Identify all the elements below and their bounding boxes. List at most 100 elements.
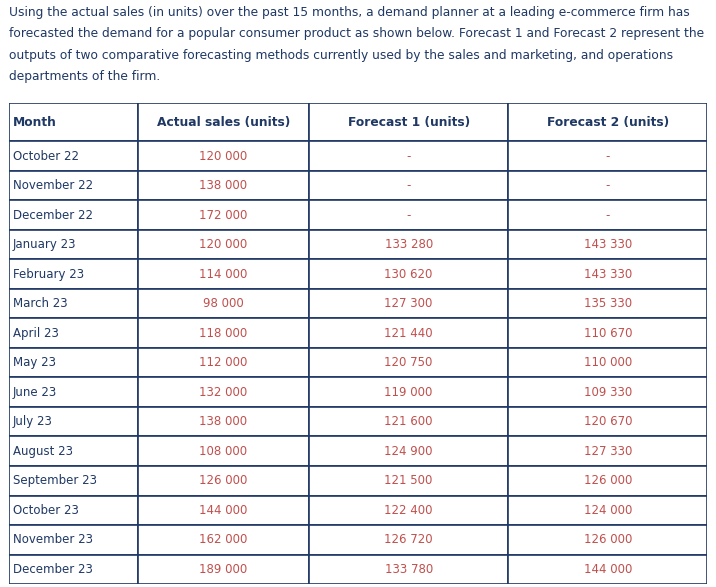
Bar xyxy=(309,103,508,141)
Text: November 23: November 23 xyxy=(13,533,93,546)
Bar xyxy=(138,103,309,141)
Text: Month: Month xyxy=(13,116,57,129)
Text: October 23: October 23 xyxy=(13,504,79,517)
Text: 126 000: 126 000 xyxy=(199,474,248,487)
Bar xyxy=(138,318,309,348)
Bar xyxy=(9,525,138,555)
Text: 133 280: 133 280 xyxy=(384,238,432,251)
Bar xyxy=(309,407,508,437)
Text: 130 620: 130 620 xyxy=(384,268,433,281)
Bar xyxy=(9,259,138,289)
Text: 120 000: 120 000 xyxy=(199,150,248,163)
Text: 135 330: 135 330 xyxy=(584,297,632,310)
Text: March 23: March 23 xyxy=(13,297,67,310)
Text: 138 000: 138 000 xyxy=(200,179,248,192)
Bar xyxy=(138,200,309,230)
Text: 119 000: 119 000 xyxy=(384,386,433,399)
Bar xyxy=(9,171,138,200)
Text: forecasted the demand for a popular consumer product as shown below. Forecast 1 : forecasted the demand for a popular cons… xyxy=(9,27,704,40)
Text: 121 600: 121 600 xyxy=(384,415,433,429)
Text: Forecast 1 (units): Forecast 1 (units) xyxy=(347,116,470,129)
Text: 124 000: 124 000 xyxy=(584,504,632,517)
Text: November 22: November 22 xyxy=(13,179,93,192)
Text: August 23: August 23 xyxy=(13,445,73,458)
Bar xyxy=(508,200,707,230)
Bar xyxy=(309,495,508,525)
Text: 143 330: 143 330 xyxy=(584,238,632,251)
Text: -: - xyxy=(606,208,610,222)
Bar xyxy=(309,318,508,348)
Bar xyxy=(508,525,707,555)
Text: 124 900: 124 900 xyxy=(384,445,433,458)
Text: 127 330: 127 330 xyxy=(584,445,632,458)
Bar xyxy=(9,200,138,230)
Text: 126 000: 126 000 xyxy=(584,533,632,546)
Bar xyxy=(309,230,508,259)
Text: 127 300: 127 300 xyxy=(384,297,433,310)
Bar xyxy=(9,230,138,259)
Text: 110 000: 110 000 xyxy=(584,356,632,369)
Text: September 23: September 23 xyxy=(13,474,97,487)
Text: 110 670: 110 670 xyxy=(584,327,632,340)
Text: 120 750: 120 750 xyxy=(384,356,433,369)
Bar xyxy=(309,141,508,171)
Text: Forecast 2 (units): Forecast 2 (units) xyxy=(547,116,669,129)
Bar xyxy=(138,348,309,377)
Bar xyxy=(9,437,138,466)
Text: 120 670: 120 670 xyxy=(584,415,632,429)
Bar xyxy=(508,230,707,259)
Text: -: - xyxy=(606,150,610,163)
Bar xyxy=(9,348,138,377)
Text: outputs of two comparative forecasting methods currently used by the sales and m: outputs of two comparative forecasting m… xyxy=(9,49,673,62)
Bar xyxy=(9,407,138,437)
Text: 189 000: 189 000 xyxy=(199,563,248,576)
Text: 172 000: 172 000 xyxy=(199,208,248,222)
Text: Using the actual sales (in units) over the past 15 months, a demand planner at a: Using the actual sales (in units) over t… xyxy=(9,6,690,19)
Text: -: - xyxy=(407,150,411,163)
Text: 133 780: 133 780 xyxy=(384,563,432,576)
Text: departments of the firm.: departments of the firm. xyxy=(9,70,160,83)
Bar xyxy=(508,348,707,377)
Bar xyxy=(309,555,508,584)
Text: January 23: January 23 xyxy=(13,238,77,251)
Bar xyxy=(138,141,309,171)
Text: June 23: June 23 xyxy=(13,386,57,399)
Text: 126 720: 126 720 xyxy=(384,533,433,546)
Bar xyxy=(138,495,309,525)
Bar xyxy=(138,525,309,555)
Bar xyxy=(508,103,707,141)
Text: -: - xyxy=(407,179,411,192)
Text: 143 330: 143 330 xyxy=(584,268,632,281)
Text: -: - xyxy=(407,208,411,222)
Text: July 23: July 23 xyxy=(13,415,53,429)
Text: February 23: February 23 xyxy=(13,268,84,281)
Text: 122 400: 122 400 xyxy=(384,504,433,517)
Bar xyxy=(508,318,707,348)
Text: December 22: December 22 xyxy=(13,208,93,222)
Bar xyxy=(508,259,707,289)
Bar xyxy=(309,437,508,466)
Bar xyxy=(309,525,508,555)
Text: 120 000: 120 000 xyxy=(199,238,248,251)
Bar xyxy=(309,466,508,495)
Text: Actual sales (units): Actual sales (units) xyxy=(157,116,290,129)
Text: 98 000: 98 000 xyxy=(203,297,244,310)
Text: December 23: December 23 xyxy=(13,563,92,576)
Bar xyxy=(9,141,138,171)
Bar xyxy=(138,289,309,318)
Text: -: - xyxy=(606,179,610,192)
Text: October 22: October 22 xyxy=(13,150,79,163)
Bar xyxy=(138,377,309,407)
Bar xyxy=(309,289,508,318)
Bar xyxy=(508,141,707,171)
Bar xyxy=(309,348,508,377)
Text: April 23: April 23 xyxy=(13,327,59,340)
Text: 144 000: 144 000 xyxy=(199,504,248,517)
Bar xyxy=(508,466,707,495)
Bar xyxy=(9,495,138,525)
Bar xyxy=(138,555,309,584)
Bar xyxy=(138,259,309,289)
Bar xyxy=(9,377,138,407)
Bar xyxy=(138,230,309,259)
Bar xyxy=(138,171,309,200)
